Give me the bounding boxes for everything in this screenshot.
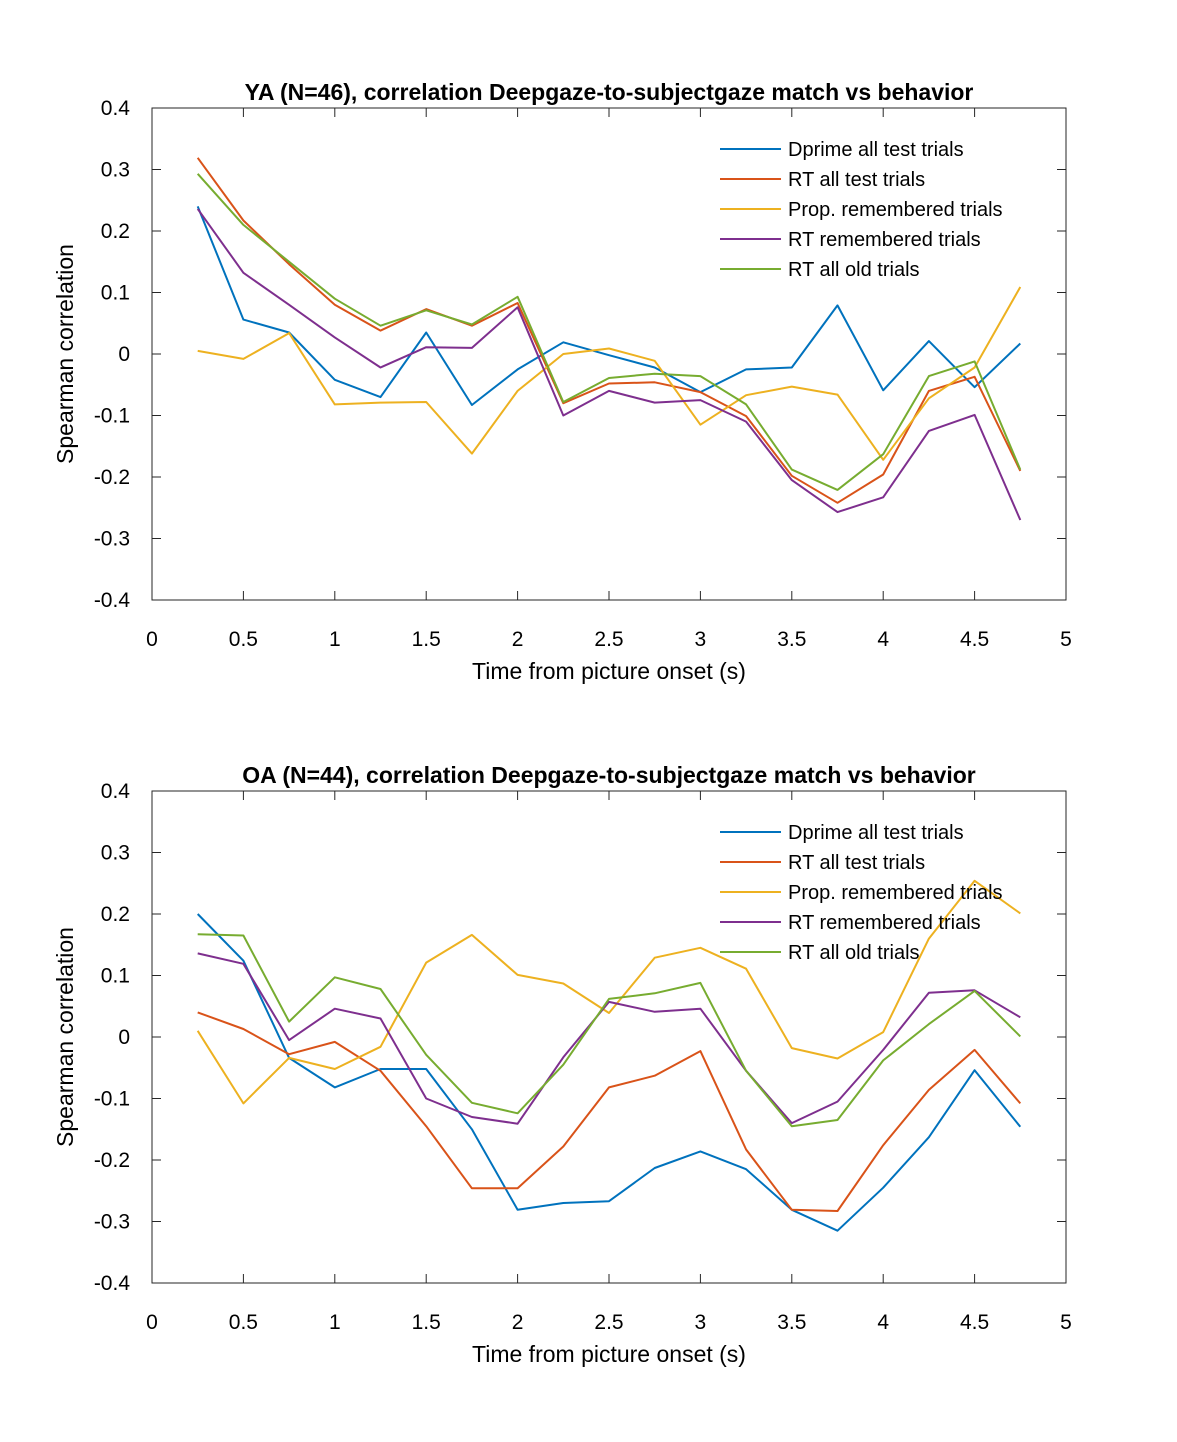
- series-line-1: [196, 206, 1021, 406]
- y-tick-label: 0.3: [101, 842, 130, 865]
- x-tick-label: 0: [146, 1311, 158, 1334]
- y-tick-label: 0.4: [101, 780, 131, 803]
- x-tick-label: 1: [329, 1311, 341, 1334]
- x-tick-label: 3.5: [777, 628, 806, 651]
- legend: Dprime all test trials RT all test trials…: [720, 822, 1003, 964]
- y-tick-label: -0.4: [94, 589, 131, 612]
- x-tick-label: 2: [512, 628, 524, 651]
- x-tick-label: 4.5: [960, 1311, 989, 1334]
- x-tick-label: 5: [1060, 1311, 1072, 1334]
- x-tick-label: 3: [695, 628, 707, 651]
- axes-box: [151, 790, 1067, 1284]
- y-tick-label: 0.2: [101, 220, 130, 243]
- legend-entry: Prop. remembered trials: [788, 882, 1003, 904]
- y-axis-label: Spearman correlation: [52, 244, 78, 464]
- x-axis-label: Time from picture onset (s): [472, 1341, 746, 1367]
- legend-entry: Dprime all test trials: [788, 822, 964, 844]
- x-tick-label: 4: [877, 1311, 889, 1334]
- y-tick-label: -0.1: [94, 1088, 130, 1111]
- x-tick-label: 3: [695, 1311, 707, 1334]
- y-tick-label: 0.3: [101, 159, 130, 182]
- series-line-2: [197, 1011, 1022, 1212]
- series-line-2: [196, 157, 1022, 504]
- series-line-5: [196, 173, 1022, 491]
- y-tick-label: 0.4: [101, 97, 131, 120]
- x-axis-label: Time from picture onset (s): [472, 658, 746, 684]
- legend-entry: RT remembered trials: [788, 229, 981, 251]
- axes-box: [151, 107, 1067, 601]
- y-tick-label: -0.3: [94, 1211, 130, 1234]
- y-axis-label: Spearman correlation: [52, 927, 78, 1147]
- x-tick-label: 0.5: [229, 628, 258, 651]
- x-tick-label: 2.5: [594, 628, 623, 651]
- series-line-4: [196, 208, 1022, 521]
- y-tick-label: -0.4: [94, 1272, 131, 1295]
- x-tick-label: 0: [146, 628, 158, 651]
- series-line-4: [197, 952, 1021, 1125]
- x-tick-label: 1.5: [412, 1311, 441, 1334]
- y-tick-label: 0.2: [101, 903, 130, 926]
- x-tick-label: 4.5: [960, 628, 989, 651]
- x-tick-label: 4: [877, 628, 889, 651]
- x-tick-label: 1.5: [412, 628, 441, 651]
- y-tick-label: 0: [118, 343, 130, 366]
- series-line-3: [197, 286, 1022, 461]
- legend-entry: RT all old trials: [788, 259, 920, 281]
- y-tick-label: -0.2: [94, 1149, 130, 1172]
- legend-entry: RT remembered trials: [788, 912, 981, 934]
- legend-entry: Dprime all test trials: [788, 139, 964, 161]
- x-tick-label: 3.5: [777, 1311, 806, 1334]
- legend-entry: Prop. remembered trials: [788, 199, 1003, 221]
- y-tick-label: 0: [118, 1026, 130, 1049]
- series-line-1: [196, 913, 1022, 1232]
- chart-panel-2: -0.4 -0.3 -0.2 -0.1 0 0.1 0.2 0.3 0.4 0 0.5 1 1.5 2 2.…: [52, 762, 1072, 1367]
- chart-title: YA (N=46), correlation Deepgaze-to-subje…: [245, 79, 974, 105]
- legend-entry: RT all old trials: [788, 942, 920, 964]
- x-tick-label: 0.5: [229, 1311, 258, 1334]
- chart-title: OA (N=44), correlation Deepgaze-to-subje…: [242, 762, 975, 788]
- legend-entry: RT all test trials: [788, 169, 925, 191]
- x-tick-label: 2.5: [594, 1311, 623, 1334]
- legend: Dprime all test trials RT all test trials…: [720, 139, 1003, 281]
- y-tick-label: -0.1: [94, 405, 130, 428]
- series-line-3: [196, 879, 1021, 1105]
- y-tick-label: 0.1: [101, 965, 130, 988]
- x-tick-label: 5: [1060, 628, 1072, 651]
- y-tick-label: -0.3: [94, 528, 130, 551]
- x-tick-label: 1: [329, 628, 341, 651]
- chart-panel-1: -0.4 -0.3 -0.2 -0.1 0 0.1 0.2 0.3 0.4 0 0.5 1 1.5 2 2.…: [52, 79, 1072, 684]
- y-tick-label: 0.1: [101, 282, 130, 305]
- x-tick-label: 2: [512, 1311, 524, 1334]
- series-line-5: [197, 933, 1022, 1128]
- y-tick-label: -0.2: [94, 466, 130, 489]
- legend-entry: RT all test trials: [788, 852, 925, 874]
